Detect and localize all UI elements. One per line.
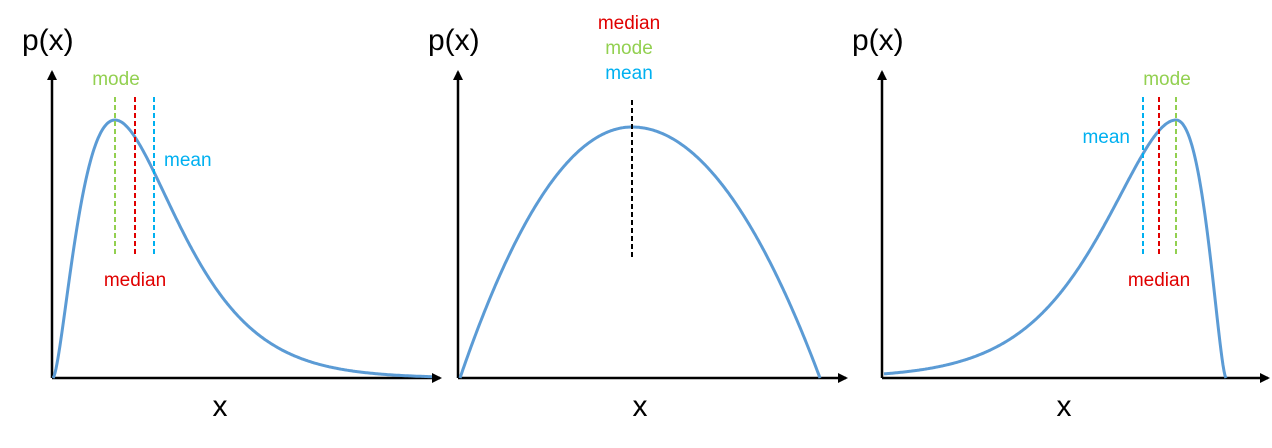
panel-right-skewed: p(x) x mode mean median	[22, 24, 442, 423]
mean-label: mean	[1082, 127, 1130, 148]
x-axis-label: x	[1057, 390, 1072, 423]
y-axis-label: p(x)	[852, 24, 904, 57]
distribution-curve	[51, 118, 432, 379]
panel-symmetric: p(x) x median mode mean	[428, 13, 848, 423]
mean-label: mean	[605, 63, 653, 84]
mode-label: mode	[1143, 69, 1191, 90]
panel-left-skewed: p(x) x mode mean median	[852, 24, 1270, 423]
distribution-curve	[883, 118, 1228, 379]
y-axis-label: p(x)	[22, 24, 74, 57]
y-axis-label: p(x)	[428, 24, 480, 57]
mode-label: mode	[92, 69, 140, 90]
median-label: median	[104, 270, 166, 291]
distribution-curve	[458, 125, 822, 379]
mode-label: mode	[605, 38, 653, 59]
mean-label: mean	[164, 150, 212, 171]
x-axis-label: x	[633, 390, 648, 423]
x-axis-label: x	[213, 390, 228, 423]
median-label: median	[1128, 270, 1190, 291]
median-label: median	[598, 13, 660, 34]
